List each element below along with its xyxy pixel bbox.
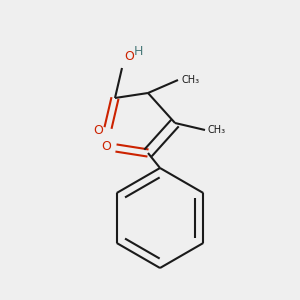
Text: O: O [93, 124, 103, 137]
Text: CH₃: CH₃ [208, 125, 226, 135]
Text: O: O [124, 50, 134, 63]
Text: CH₃: CH₃ [181, 75, 199, 85]
Text: O: O [101, 140, 111, 152]
Text: H: H [134, 45, 143, 58]
